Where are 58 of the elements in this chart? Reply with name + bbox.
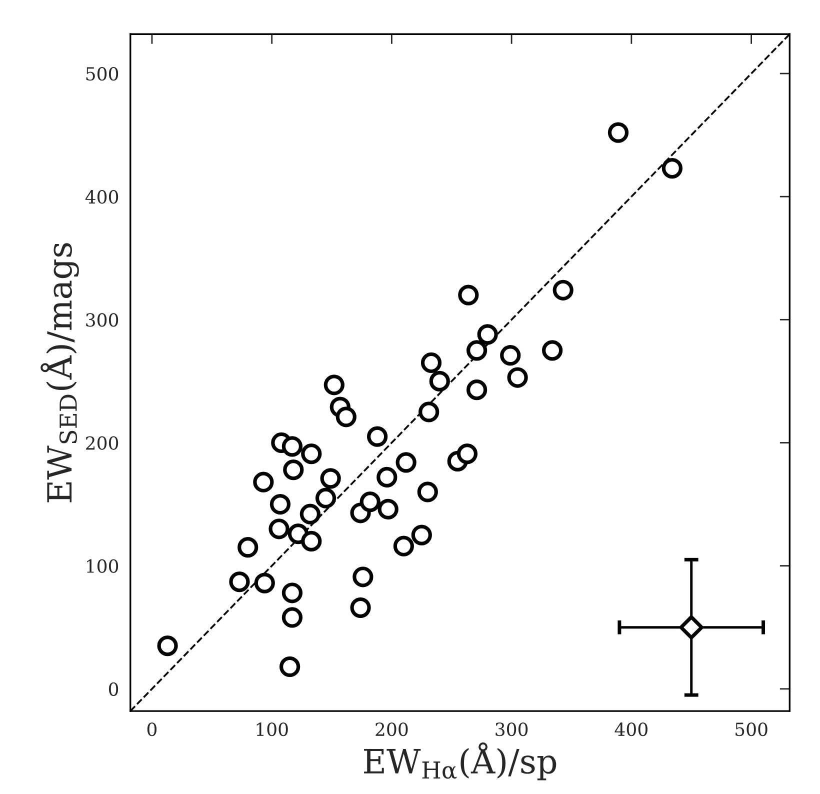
point [268,518,290,540]
x-tick-label: 300 [496,722,528,736]
point [417,482,438,502]
point [336,406,356,428]
point [456,444,478,464]
point [418,402,440,422]
point [279,656,300,678]
x-tick-label: 500 [736,722,768,736]
point [552,280,574,300]
x-tick-label: 200 [376,722,408,736]
point [466,380,488,400]
point [477,324,498,345]
y-tick-label: 200 [86,436,118,450]
point [376,466,398,488]
x-tick-label: 100 [256,722,288,736]
point [315,488,336,508]
point [411,524,432,546]
point [270,494,291,515]
point [283,460,304,480]
x-tick-label: 400 [614,722,648,736]
point [229,571,250,592]
y-tick-label: 500 [86,66,118,81]
point [608,122,629,143]
x-tick-label: 0 [147,722,156,736]
point [500,345,521,366]
point [396,452,416,473]
point [157,635,178,656]
point [393,536,414,556]
point [429,370,450,392]
point [542,340,563,361]
point [253,472,274,492]
point [282,436,303,457]
point [679,615,704,640]
point [238,537,258,558]
point [324,374,344,396]
point [378,498,398,520]
point [662,158,682,179]
y-tick-label: 100 [87,559,118,573]
point [352,566,374,588]
point [507,367,528,388]
point [282,607,303,628]
point [301,444,322,464]
point [282,582,303,604]
y-tick-label: 400 [85,190,118,204]
point [254,572,275,594]
y-tick-label: 0 [108,682,118,696]
y-tick-label: 300 [86,313,118,327]
y-axis-title: EW$_{SED}$(Å)/mags [40,243,79,502]
point [420,352,442,374]
point [360,492,380,512]
point [320,468,341,489]
point [350,597,371,618]
point [466,340,488,361]
point [300,504,320,524]
x-axis-title: EW$_{Hα}$(Å)/sp [364,742,556,780]
point [458,284,479,306]
point [367,426,388,447]
point [301,530,322,552]
